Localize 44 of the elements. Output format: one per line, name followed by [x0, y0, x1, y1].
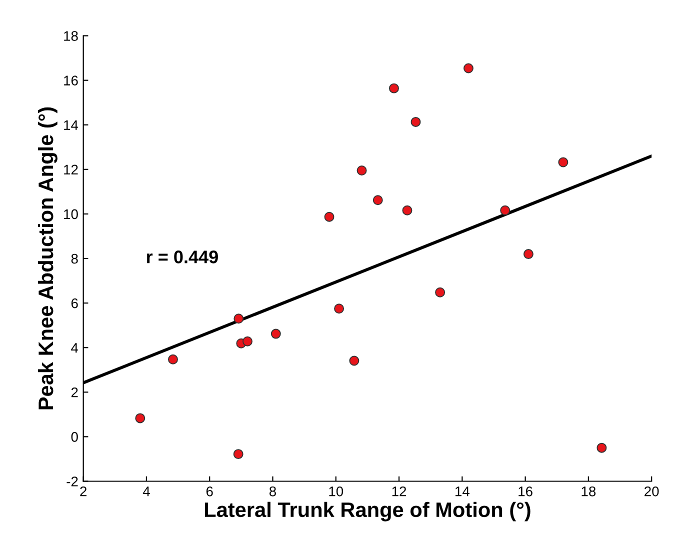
y-tick-label: 10: [64, 209, 78, 220]
point: [500, 205, 510, 216]
point: [356, 166, 367, 176]
x-axis-title: Lateral Trunk Range of Motion (°): [204, 502, 530, 522]
point: [234, 314, 244, 324]
point: [523, 249, 534, 260]
x-tick-label: 16: [518, 486, 532, 496]
y-tick-label: 18: [64, 31, 78, 41]
point: [558, 157, 568, 168]
point: [233, 449, 244, 460]
point: [168, 354, 178, 364]
x-tick-label: 8: [269, 486, 276, 496]
y-tick-label: 2: [71, 387, 78, 398]
y-tick-label: 16: [64, 76, 78, 86]
y-tick-label: 4: [71, 343, 78, 353]
y-tick-label: 8: [71, 254, 78, 264]
x-tick-label: 18: [582, 486, 596, 496]
point: [324, 212, 334, 222]
annotation: r = 0.449: [147, 250, 218, 264]
point: [435, 287, 446, 298]
point: [334, 304, 344, 314]
point: [135, 413, 146, 424]
point: [410, 116, 421, 127]
x-tick-label: 20: [644, 486, 659, 496]
x-tick-label: 4: [142, 486, 150, 496]
y-tick-label: -2: [66, 476, 78, 486]
x-tick-label: 12: [392, 486, 406, 496]
point: [402, 205, 412, 216]
y-tick-label: 6: [71, 298, 78, 308]
point: [596, 442, 607, 453]
point: [349, 356, 360, 366]
point: [372, 195, 383, 206]
point: [242, 336, 252, 346]
point: [270, 328, 281, 339]
x-tick-label: 6: [206, 486, 213, 496]
point: [463, 63, 474, 74]
y-axis-title: Peak Knee Abduction Angle (°): [38, 107, 58, 410]
x-tick-label: 2: [80, 486, 86, 496]
y-tick-label: 12: [64, 164, 78, 174]
y-tick-label: 14: [64, 120, 78, 130]
point: [388, 83, 399, 94]
y-tick-label: 0: [71, 432, 78, 442]
x-tick-label: 14: [456, 486, 470, 496]
x-tick-label: 10: [329, 486, 344, 496]
